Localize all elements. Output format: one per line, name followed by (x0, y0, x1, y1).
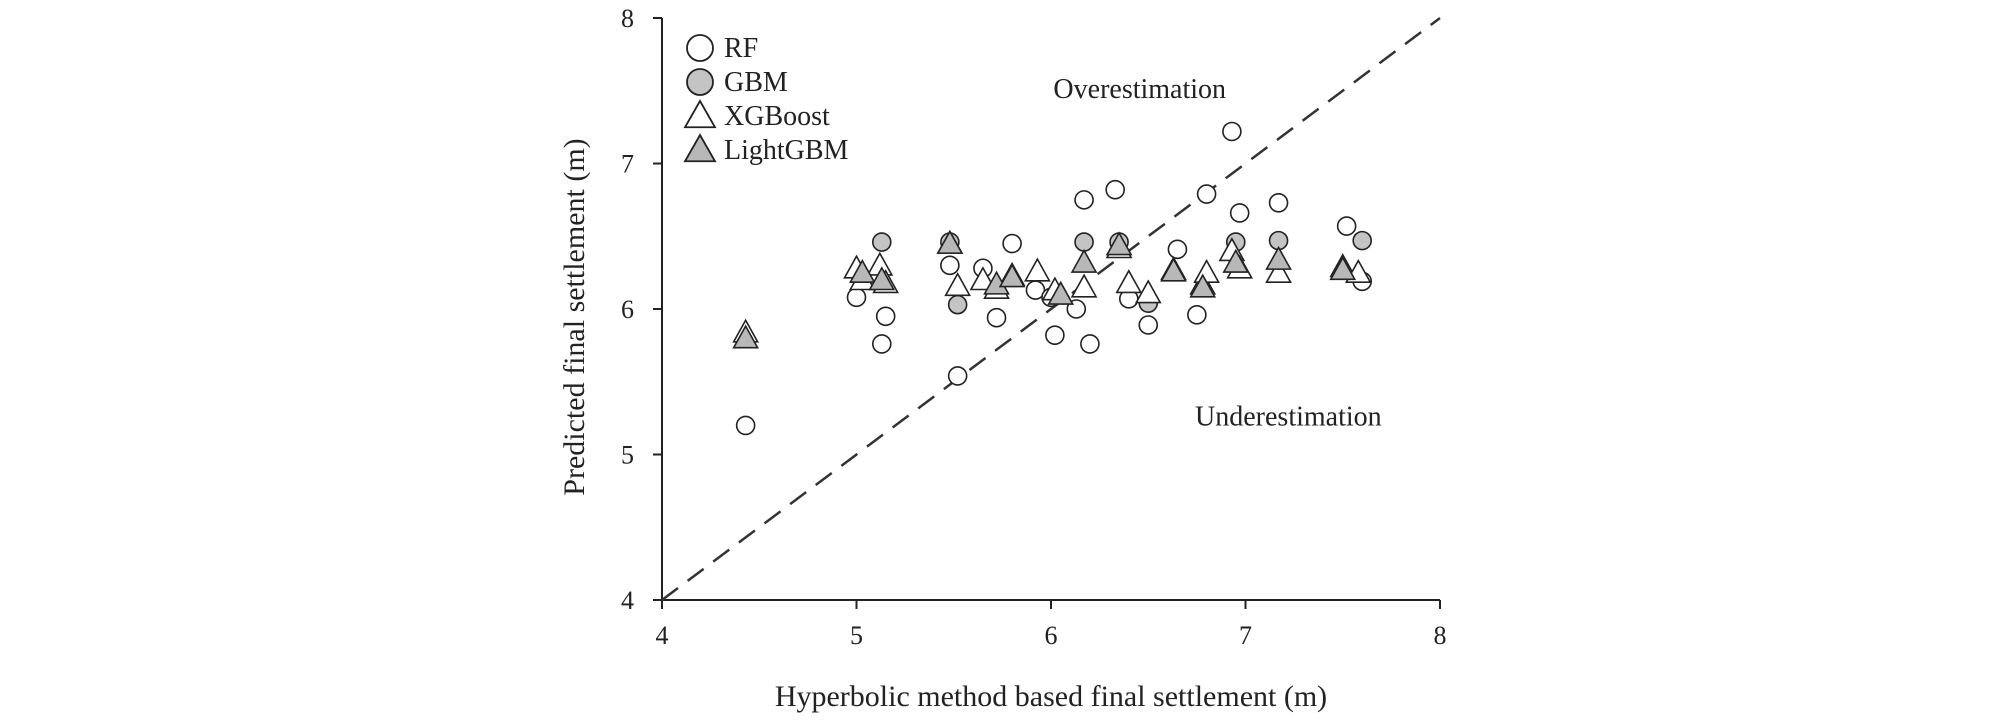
data-point-xgboost (944, 272, 971, 297)
data-point-rf (1074, 190, 1094, 210)
data-point-rf (1138, 315, 1159, 335)
data-point-lightgbm (1047, 280, 1075, 305)
legend-entry: GBM (686, 67, 788, 98)
data-point-xgboost (1265, 258, 1292, 284)
data-point-rf (1196, 184, 1217, 204)
legend-marker (683, 99, 717, 129)
y-tick-label: 7 (621, 150, 634, 179)
data-point-lightgbm (1265, 245, 1292, 270)
data-point-rf (1167, 239, 1188, 260)
x-tick-label: 5 (850, 621, 863, 650)
annotation-label: Underestimation (1195, 401, 1382, 432)
legend-label: RF (724, 33, 758, 64)
data-point-rf (1222, 121, 1242, 142)
data-point-rf (1080, 334, 1100, 354)
legend-marker (686, 68, 714, 96)
reference-line (661, 16, 1441, 602)
data-point-rf (1187, 305, 1207, 325)
data-point-lightgbm (998, 263, 1026, 288)
data-point-rf (947, 366, 968, 386)
series-rf (735, 121, 1372, 436)
x-tick-label: 4 (656, 621, 669, 650)
data-point-lightgbm (1222, 248, 1250, 273)
data-point-gbm (947, 294, 968, 315)
annotation-label: Overestimation (1053, 74, 1226, 105)
annotation-layer: Overestimation Underestimation (1053, 74, 1381, 432)
data-point-lightgbm (1160, 257, 1187, 282)
x-tick-label: 8 (1434, 621, 1447, 650)
y-tick-label: 6 (621, 295, 634, 324)
data-point-xgboost (1024, 257, 1051, 282)
data-point-gbm (871, 232, 892, 252)
data-point-lightgbm (848, 258, 876, 284)
legend-entry: XGBoost (683, 99, 830, 132)
legend-marker (683, 133, 717, 163)
data-point-xgboost (1070, 273, 1098, 298)
axes-layer: 4 5 6 7 8 4 5 6 7 8 Hyperbolic method based final … (558, 4, 1447, 713)
x-tick-label: 6 (1045, 621, 1058, 650)
data-point-rf (846, 287, 867, 308)
data-point-rf (1002, 233, 1022, 254)
data-point-lightgbm (936, 229, 964, 254)
data-point-gbm (1352, 230, 1372, 251)
data-point-xgboost (1134, 279, 1162, 304)
x-tick-label: 7 (1239, 621, 1252, 650)
data-point-rf (1045, 325, 1065, 345)
legend-label: GBM (724, 67, 788, 98)
data-point-xgboost (1115, 269, 1143, 294)
data-point-lightgbm (732, 324, 759, 349)
x-axis-title: Hyperbolic method based final settlement… (775, 680, 1327, 713)
reference-line-layer (661, 16, 1441, 602)
data-point-rf (875, 306, 896, 327)
data-point-rf (940, 255, 960, 276)
y-tick-label: 5 (621, 441, 634, 470)
data-point-xgboost (969, 266, 997, 291)
data-points-layer (732, 121, 1372, 436)
data-point-lightgbm (1189, 273, 1217, 298)
data-point-rf (1336, 216, 1357, 236)
series-lightgbm (732, 229, 1357, 349)
legend-label: LightGBM (724, 135, 849, 166)
data-point-gbm (1074, 232, 1094, 252)
data-point-rf (1229, 203, 1250, 223)
data-point-rf (871, 334, 892, 354)
data-point-lightgbm (1105, 231, 1133, 256)
data-point-lightgbm (1329, 256, 1357, 281)
y-tick-label: 8 (621, 4, 634, 33)
legend-marker (686, 34, 714, 62)
data-point-rf (735, 415, 756, 436)
legend-entry: RF (686, 33, 758, 64)
y-axis-title: Predicted final settlement (m) (558, 138, 591, 495)
y-tick-label: 4 (621, 586, 634, 615)
data-point-lightgbm (868, 266, 896, 291)
data-point-rf (1268, 192, 1289, 213)
legend-label: XGBoost (724, 101, 830, 132)
data-point-lightgbm (1070, 248, 1098, 273)
legend-entry: LightGBM (683, 133, 849, 166)
data-point-rf (986, 307, 1007, 328)
data-point-xgboost (1193, 258, 1220, 284)
data-point-rf (1105, 179, 1125, 200)
